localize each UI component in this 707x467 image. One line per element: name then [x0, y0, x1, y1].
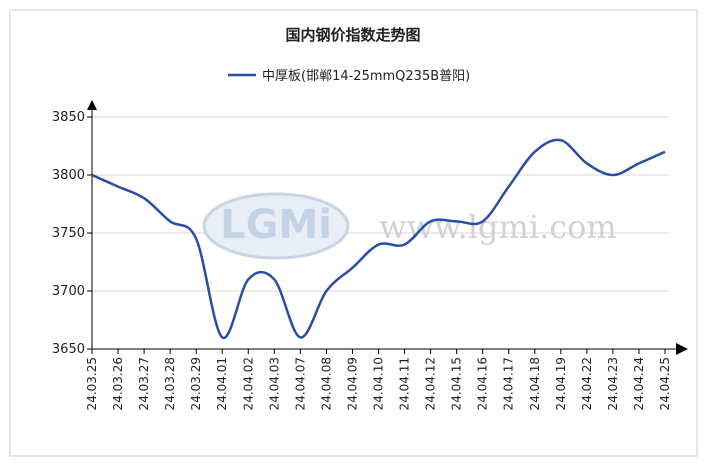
- x-tick-label: 24.04.23: [606, 357, 620, 410]
- x-tick-label: 24.03.27: [137, 357, 151, 410]
- x-tick-label: 24.04.18: [528, 357, 542, 410]
- x-axis-arrow: [676, 343, 688, 355]
- x-tick-label: 24.04.25: [658, 357, 672, 410]
- watermark-logo-bg: [202, 192, 350, 260]
- x-tick-label: 24.03.25: [85, 357, 99, 410]
- y-tick-label: 3750: [52, 226, 85, 241]
- x-tick-label: 24.04.03: [267, 357, 281, 410]
- x-tick-label: 24.04.24: [632, 357, 646, 410]
- y-tick-label: 3800: [52, 168, 85, 183]
- x-tick-label: 24.04.08: [319, 357, 333, 410]
- x-tick-label: 24.04.17: [502, 357, 516, 410]
- y-tick-label: 3850: [52, 110, 85, 125]
- x-tick-label: 24.04.19: [554, 357, 568, 410]
- watermark-url: www.lgmi.com: [379, 208, 617, 246]
- x-tick-label: 24.03.29: [189, 357, 203, 410]
- y-tick-label: 3700: [52, 284, 85, 299]
- x-tick-label: 24.04.22: [580, 357, 594, 410]
- y-tick-label: 3650: [52, 342, 85, 357]
- x-tick-label: 24.03.28: [163, 357, 177, 410]
- chart-title: 国内钢价指数走势图: [285, 26, 420, 44]
- x-tick-label: 24.04.11: [398, 357, 412, 410]
- watermark-logo: LGMi: [220, 202, 332, 248]
- x-tick-label: 24.04.01: [215, 357, 229, 410]
- y-axis-arrow: [87, 100, 97, 110]
- x-tick-label: 24.04.10: [372, 357, 386, 410]
- legend-label: 中厚板(邯郸14-25mmQ235B普阳): [262, 69, 470, 84]
- x-tick-label: 24.03.26: [111, 357, 125, 410]
- watermark: LGMi www.lgmi.com: [202, 192, 617, 260]
- line-series: [91, 138, 666, 339]
- x-tick-label: 24.04.16: [476, 357, 490, 410]
- x-tick-label: 24.04.07: [293, 357, 307, 410]
- x-tick-label: 24.04.12: [424, 357, 438, 410]
- x-tick-label: 24.04.15: [450, 357, 464, 410]
- x-tick-label: 24.04.09: [345, 357, 359, 410]
- x-tick-label: 24.04.02: [241, 357, 255, 410]
